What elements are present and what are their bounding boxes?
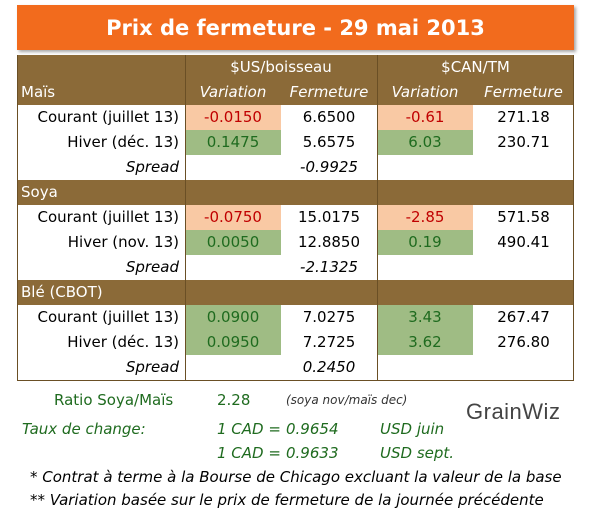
cad-variation: 6.03 [377,130,473,155]
grainwiz-logo: GrainWiz [466,399,561,424]
header-row-units: $US/boisseau $CAN/TM [17,55,574,80]
cad-variation: -0.61 [377,105,473,130]
cad-variation: 0.19 [377,230,473,255]
table-row: Hiver (nov. 13) 0.0050 12.8850 0.19 490.… [17,230,574,255]
ratio-note: (soya nov/maïs dec) [286,393,408,407]
section-name: Maïs [21,83,56,101]
cad-unit-header: $CAN/TM [441,58,510,76]
cad-variation: -2.85 [377,205,473,230]
header-row-columns: Maïs Variation Fermeture Variation Ferme… [17,80,574,105]
spread-value: -0.9925 [300,158,358,176]
table-row: Courant (juillet 13) 0.0900 7.0275 3.43 … [17,305,574,330]
ratio-value: 2.28 [217,391,251,409]
spread-row: Spread -2.1325 [17,255,574,280]
exchange-left-1: 1 CAD = [217,420,281,438]
row-label: Courant (juillet 13) [37,308,179,326]
cad-close: 267.47 [497,308,550,326]
exchange-value-1: 0.9654 [286,420,339,438]
usd-variation: 0.0900 [185,305,281,330]
usd-variation: -0.0150 [185,105,281,130]
usd-unit-header: $US/boisseau [230,58,332,76]
usd-variation: 0.0050 [185,230,281,255]
usd-close: 15.0175 [297,208,361,226]
section-name: Soya [21,183,58,201]
cad-close: 230.71 [497,133,550,151]
row-label: Hiver (déc. 13) [67,333,179,351]
usd-close: 7.0275 [302,308,356,326]
usd-close: 5.6575 [302,133,356,151]
spread-label: Spread [125,358,179,376]
section-header-soya: Soya [17,180,574,205]
cad-close: 271.18 [497,108,550,126]
exchange-left-2: 1 CAD = [217,444,281,462]
ratio-label: Ratio Soya/Maïs [54,391,174,409]
cad-close-header: Fermeture [484,83,563,101]
usd-close: 6.6500 [302,108,356,126]
row-label: Hiver (déc. 13) [67,133,179,151]
usd-close: 7.2725 [302,333,356,351]
exchange-unit-1: USD juin [380,420,445,438]
cad-variation-header: Variation [391,83,459,101]
usd-variation: 0.0950 [185,330,281,355]
table-row: Courant (juillet 13) -0.0150 6.6500 -0.6… [17,105,574,130]
page-title: Prix de fermeture - 29 mai 2013 [17,5,574,50]
row-label: Hiver (nov. 13) [67,233,179,251]
cad-close: 571.58 [497,208,550,226]
grid-line [185,55,186,380]
footnote-1: * Contrat à terme à la Bourse de Chicago… [30,468,562,486]
usd-variation: -0.0750 [185,205,281,230]
cad-close: 276.80 [497,333,550,351]
cad-variation: 3.62 [377,330,473,355]
cad-close: 490.41 [497,233,550,251]
usd-close: 12.8850 [297,233,361,251]
footnote-2: ** Variation basée sur le prix de fermet… [30,491,544,509]
exchange-label: Taux de change: [22,420,146,438]
spread-value: 0.2450 [302,358,356,376]
usd-close-header: Fermeture [289,83,369,101]
spread-label: Spread [125,158,179,176]
usd-variation: 0.1475 [185,130,281,155]
section-header-ble: Blé (CBOT) [17,280,574,305]
section-name: Blé (CBOT) [21,283,103,301]
row-label: Courant (juillet 13) [37,108,179,126]
spread-row: Spread -0.9925 [17,155,574,180]
grid-line [573,55,574,380]
exchange-unit-2: USD sept. [380,444,455,462]
cad-variation: 3.43 [377,305,473,330]
price-table: $US/boisseau $CAN/TM Maïs Variation Ferm… [17,55,574,381]
usd-variation-header: Variation [199,83,267,101]
table-row: Hiver (déc. 13) 0.1475 5.6575 6.03 230.7… [17,130,574,155]
spread-value: -2.1325 [300,258,358,276]
grid-line [17,55,18,380]
table-row: Courant (juillet 13) -0.0750 15.0175 -2.… [17,205,574,230]
exchange-value-2: 0.9633 [286,444,339,462]
row-label: Courant (juillet 13) [37,208,179,226]
table-row: Hiver (déc. 13) 0.0950 7.2725 3.62 276.8… [17,330,574,355]
spread-row: Spread 0.2450 [17,355,574,381]
spread-label: Spread [125,258,179,276]
grid-line [377,55,378,380]
